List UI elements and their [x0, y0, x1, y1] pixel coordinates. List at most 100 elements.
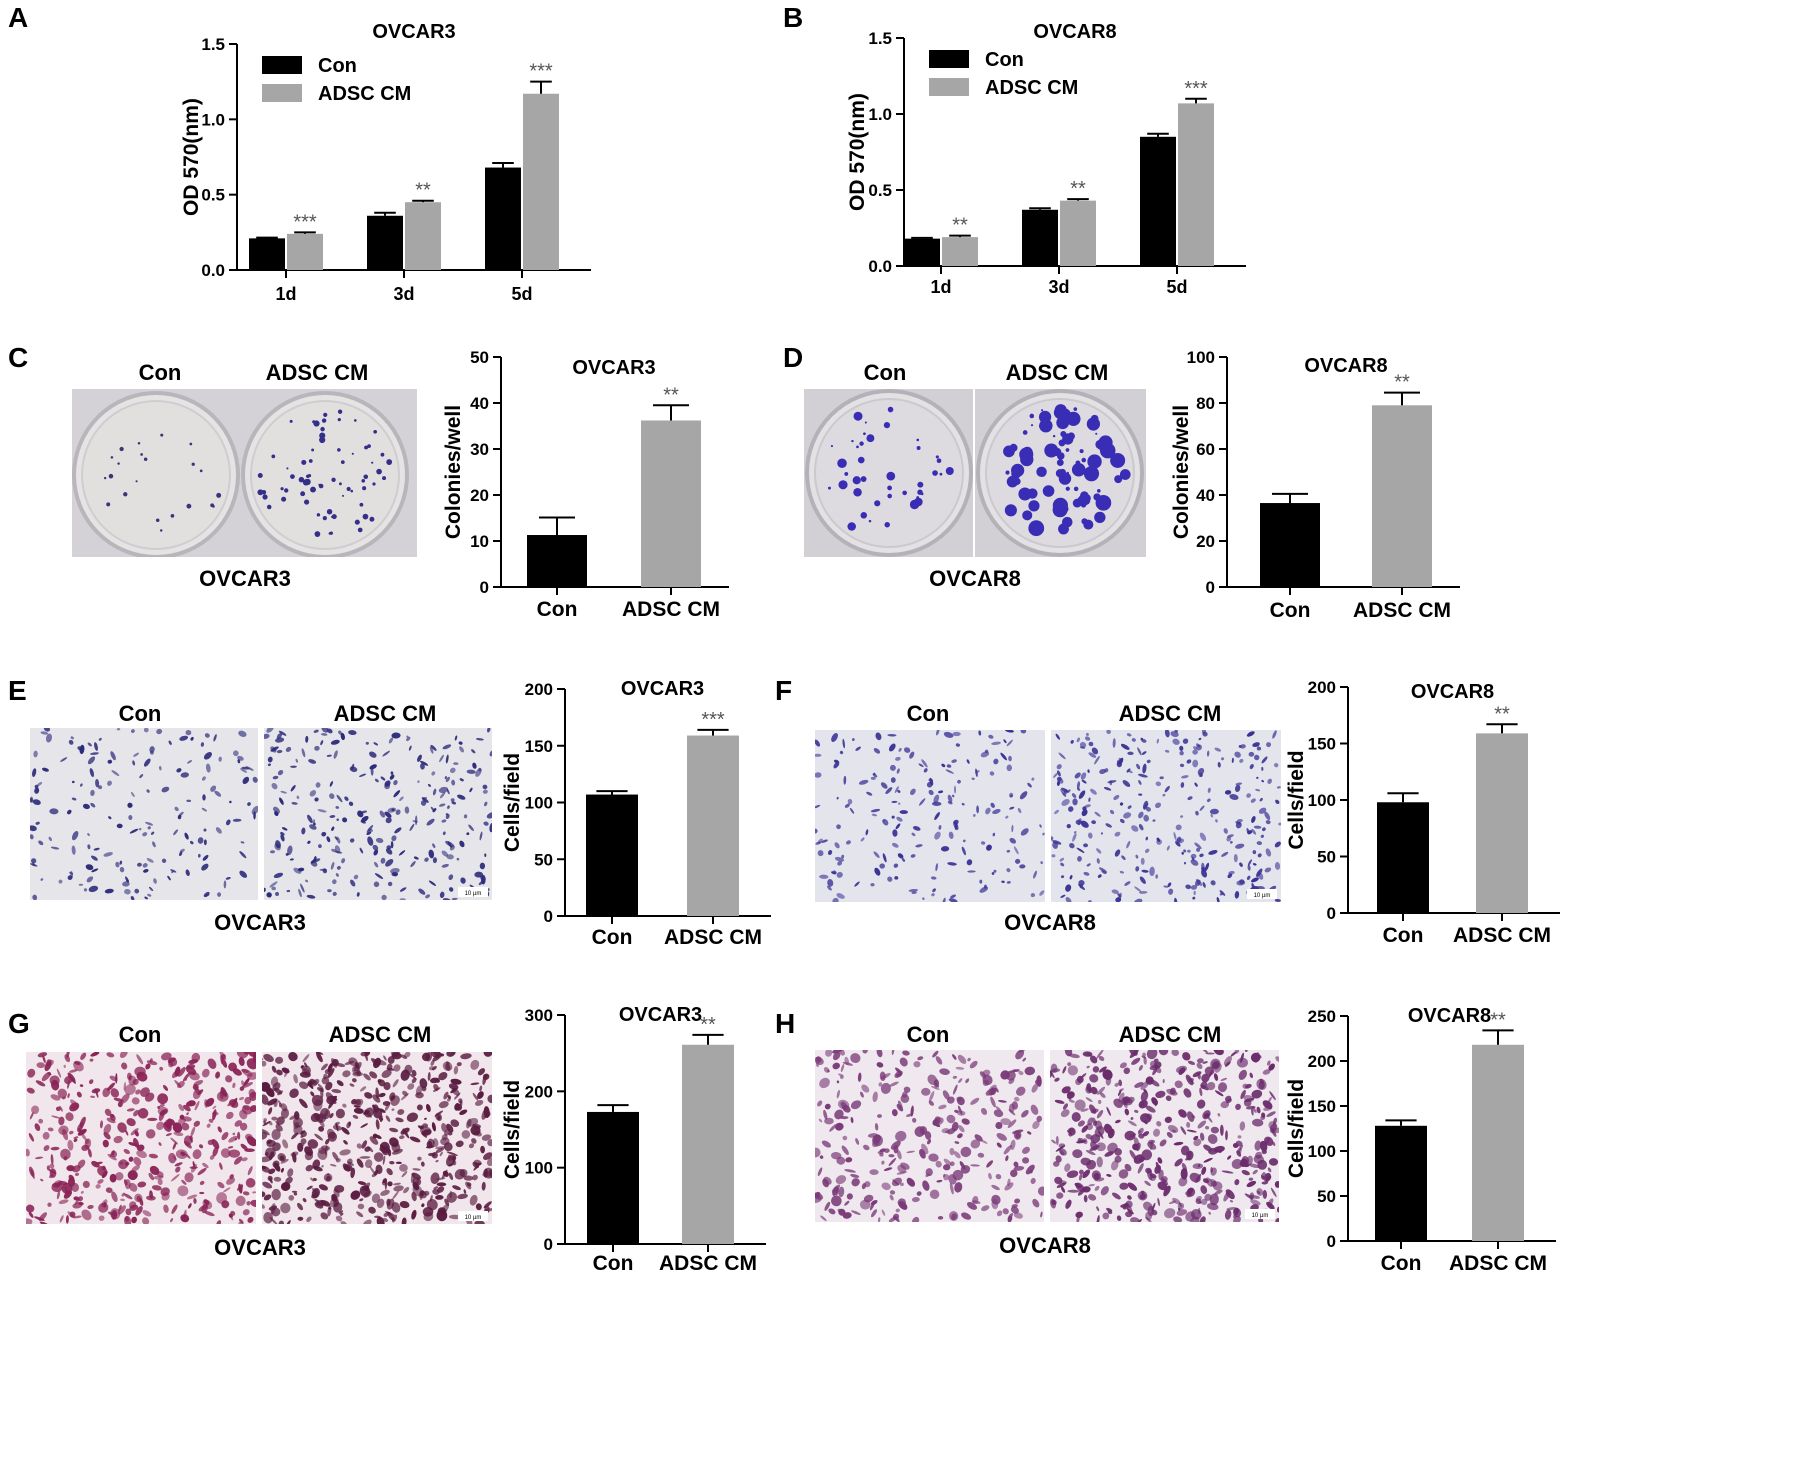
cell-blob — [1139, 1193, 1147, 1200]
cell-blob — [900, 1182, 904, 1187]
cell-blob — [1256, 1190, 1261, 1195]
cell-blob — [301, 827, 306, 835]
cell-blob — [961, 1212, 972, 1220]
cell-blob — [73, 1060, 84, 1072]
cell-blob — [1088, 752, 1097, 758]
cell-blob — [474, 1131, 482, 1137]
cell-blob — [946, 764, 952, 768]
cell-blob — [28, 1211, 34, 1218]
cell-blob — [58, 879, 63, 884]
cell-blob — [103, 1123, 112, 1135]
y-tick-label-d: 0 — [1206, 578, 1215, 597]
significance-mark-b: *** — [1184, 78, 1208, 100]
cell-blob — [482, 789, 488, 794]
cell-blob — [124, 889, 131, 895]
bar-adsc-e — [687, 735, 739, 916]
cell-blob — [1085, 1133, 1093, 1140]
cell-blob — [399, 1135, 405, 1140]
cell-blob — [860, 1091, 864, 1098]
cell-blob — [1257, 853, 1262, 858]
cell-blob — [895, 1067, 903, 1075]
cell-blob — [446, 788, 450, 795]
cell-blob — [453, 762, 459, 765]
cell-blob — [932, 1117, 944, 1126]
cell-blob — [97, 1179, 104, 1184]
cell-blob — [841, 854, 845, 859]
cell-blob — [189, 840, 194, 845]
cell-blob — [109, 1113, 116, 1121]
cell-blob — [371, 1193, 381, 1204]
cell-blob — [324, 1145, 328, 1156]
cell-blob — [1103, 1123, 1113, 1134]
cell-blob — [390, 1095, 395, 1100]
cell-blob — [172, 1142, 177, 1150]
cell-blob — [364, 1159, 373, 1168]
cell-blob — [894, 876, 899, 880]
cell-blob — [1034, 1079, 1042, 1085]
cell-blob — [177, 1067, 186, 1077]
cell-blob — [240, 768, 248, 773]
cell-blob — [177, 1185, 189, 1197]
cell-blob — [416, 1104, 423, 1111]
y-tick-label-e: 0 — [544, 907, 553, 926]
cell-blob — [888, 1154, 895, 1158]
cell-blob — [307, 840, 311, 844]
cell-blob — [278, 1220, 284, 1224]
cell-blob — [479, 1085, 483, 1092]
cell-blob — [242, 1082, 253, 1088]
cell-blob — [335, 851, 343, 854]
cell-blob — [136, 1195, 141, 1202]
cell-blob — [926, 1139, 932, 1145]
cell-blob — [1259, 797, 1263, 802]
cell-blob — [815, 828, 818, 834]
cell-blob — [73, 1138, 78, 1142]
cell-blob — [1200, 1084, 1209, 1091]
cell-blob — [945, 769, 954, 774]
cell-blob — [384, 1101, 391, 1111]
cell-blob — [314, 797, 319, 802]
cell-blob — [34, 1156, 44, 1160]
cell-blob — [190, 1163, 197, 1173]
cell-blob — [50, 1079, 60, 1091]
cell-blob — [1106, 730, 1111, 735]
cell-blob — [37, 781, 43, 786]
cell-blob — [839, 750, 844, 755]
cell-blob — [157, 1105, 161, 1109]
cell-blob — [1161, 1178, 1169, 1186]
cell-blob — [203, 828, 207, 832]
cell-blob — [1197, 1164, 1201, 1168]
colony-dot — [887, 493, 892, 499]
cell-blob — [1269, 1091, 1276, 1101]
cell-blob — [889, 1081, 899, 1087]
cell-blob — [338, 1210, 344, 1214]
cell-blob — [1226, 836, 1232, 842]
cell-blob — [825, 1050, 833, 1057]
cell-blob — [925, 1168, 933, 1177]
cell-blob — [87, 756, 96, 765]
cell-blob — [1144, 848, 1150, 853]
cell-blob — [1146, 759, 1151, 764]
cell-blob — [340, 732, 345, 741]
colony-dot — [830, 445, 834, 448]
cell-blob — [1248, 1163, 1260, 1169]
cell-blob — [57, 1088, 68, 1099]
cell-blob — [938, 1104, 947, 1110]
cell-blob — [271, 1188, 281, 1201]
colony-dot — [361, 479, 366, 483]
cell-blob — [288, 1195, 295, 1201]
cell-blob — [174, 1162, 183, 1167]
cell-blob — [1106, 1173, 1112, 1177]
cell-blob — [1053, 1160, 1060, 1167]
cell-blob — [1013, 1212, 1023, 1219]
cell-blob — [1143, 803, 1149, 809]
cell-blob — [877, 1114, 882, 1118]
photo-h-caption: OVCAR8 — [999, 1233, 1091, 1258]
cell-blob — [174, 806, 179, 812]
cell-blob — [392, 1079, 399, 1088]
y-tick-label-d: 20 — [1196, 532, 1215, 551]
bar-con-e — [586, 794, 638, 916]
cell-blob — [167, 1057, 178, 1067]
cell-blob — [1120, 743, 1130, 750]
cell-blob — [1006, 739, 1013, 747]
cell-blob — [356, 1158, 364, 1168]
